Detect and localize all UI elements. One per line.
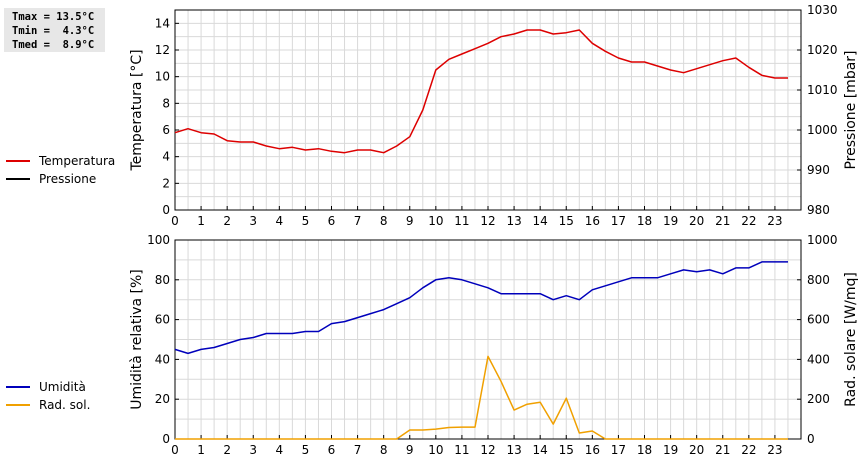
y2-tick-label: 980: [807, 203, 830, 217]
x-tick-label: 22: [741, 214, 756, 228]
x-tick-label: 2: [223, 443, 231, 457]
y2-tick-label: 200: [807, 392, 830, 406]
y-tick-label: 6: [162, 123, 170, 137]
x-tick-label: 23: [767, 443, 782, 457]
y-tick-label: 2: [162, 176, 170, 190]
x-tick-label: 14: [533, 214, 548, 228]
tmin-text: Tmin = 4.3°C: [12, 25, 95, 37]
humidity-radiation-chart: 0 1 2 3 4 5 6 7 8 9 10 11 12 13 14 15 16 17 18 19 20 21 22 2302…: [129, 233, 859, 457]
x-tick-label: 12: [480, 443, 495, 457]
x-tick-label: 14: [533, 443, 548, 457]
temperature-pressure-chart: 0 1 2 3 4 5 6 7 8 9 10 11 12 13 14 15 16 17 18 19 20 21 22 2302…: [129, 3, 859, 228]
x-tick-label: 0: [171, 443, 179, 457]
y2-tick-label: 1030: [807, 3, 838, 17]
x-tick-label: 12: [480, 214, 495, 228]
x-tick-label: 8: [380, 443, 388, 457]
x-tick-label: 16: [585, 214, 600, 228]
x-tick-label: 18: [637, 443, 652, 457]
x-tick-label: 7: [354, 214, 362, 228]
y2-axis-title: Rad. solare [W/mq]: [843, 272, 859, 407]
legend-label: Rad. sol.: [39, 398, 90, 412]
x-tick-label: 1: [197, 443, 205, 457]
x-tick-label: 10: [428, 214, 443, 228]
x-tick-label: 11: [454, 214, 469, 228]
y2-tick-label: 990: [807, 163, 830, 177]
x-tick-label: 5: [302, 443, 310, 457]
x-tick-label: 15: [559, 214, 574, 228]
y-axis-title: Temperatura [°C]: [129, 49, 145, 171]
x-tick-label: 7: [354, 443, 362, 457]
y-tick-label: 8: [162, 96, 170, 110]
y-tick-label: 0: [162, 432, 170, 446]
x-tick-label: 16: [585, 443, 600, 457]
y2-tick-label: 1000: [807, 123, 838, 137]
x-tick-label: 17: [611, 214, 626, 228]
legend-label: Temperatura: [38, 154, 115, 168]
x-tick-label: 10: [428, 443, 443, 457]
x-tick-label: 5: [302, 214, 310, 228]
legend-label: Umidità: [39, 380, 86, 394]
y-tick-label: 10: [155, 70, 170, 84]
x-tick-label: 11: [454, 443, 469, 457]
x-tick-label: 3: [249, 443, 257, 457]
x-tick-label: 18: [637, 214, 652, 228]
y2-tick-label: 0: [807, 432, 815, 446]
y2-tick-label: 1020: [807, 43, 838, 57]
y-tick-label: 80: [155, 273, 170, 287]
x-tick-label: 23: [767, 214, 782, 228]
y-tick-label: 14: [155, 16, 170, 30]
y2-axis-title: Pressione [mbar]: [843, 50, 859, 169]
x-tick-label: 13: [506, 214, 521, 228]
y-tick-label: 12: [155, 43, 170, 57]
y-tick-label: 40: [155, 352, 170, 366]
y-tick-label: 100: [147, 233, 170, 247]
y-tick-label: 20: [155, 392, 170, 406]
x-tick-label: 20: [689, 443, 704, 457]
x-tick-label: 3: [249, 214, 257, 228]
x-tick-label: 13: [506, 443, 521, 457]
x-tick-label: 21: [715, 214, 730, 228]
x-tick-label: 8: [380, 214, 388, 228]
x-tick-label: 4: [276, 214, 284, 228]
x-tick-label: 9: [406, 443, 414, 457]
legend-temperature-pressure: Temperatura Pressione: [6, 154, 115, 186]
y-tick-label: 0: [162, 203, 170, 217]
x-tick-label: 19: [663, 214, 678, 228]
x-tick-label: 4: [276, 443, 284, 457]
x-tick-label: 1: [197, 214, 205, 228]
legend-label: Pressione: [39, 172, 96, 186]
x-tick-label: 15: [559, 443, 574, 457]
x-tick-label: 6: [328, 443, 336, 457]
y2-tick-label: 400: [807, 352, 830, 366]
tmed-text: Tmed = 8.9°C: [12, 39, 95, 51]
x-tick-label: 22: [741, 443, 756, 457]
x-tick-label: 20: [689, 214, 704, 228]
stats-box: Tmax = 13.5°C Tmin = 4.3°C Tmed = 8.9°C: [4, 8, 105, 52]
series-line-right: [175, 355, 788, 440]
y2-tick-label: 1000: [807, 233, 838, 247]
y-tick-label: 4: [162, 150, 170, 164]
series-line-left: [174, 29, 788, 154]
x-tick-label: 0: [171, 214, 179, 228]
y-tick-label: 60: [155, 313, 170, 327]
series-line-left: [174, 261, 788, 355]
x-tick-label: 6: [328, 214, 336, 228]
tmax-text: Tmax = 13.5°C: [12, 11, 95, 23]
y2-tick-label: 800: [807, 273, 830, 287]
y-axis-title: Umidità relativa [%]: [129, 269, 145, 410]
x-tick-label: 2: [223, 214, 231, 228]
x-tick-label: 19: [663, 443, 678, 457]
x-tick-label: 17: [611, 443, 626, 457]
legend-humidity-radiation: Umidità Rad. sol.: [6, 380, 90, 412]
x-tick-label: 21: [715, 443, 730, 457]
y2-tick-label: 600: [807, 313, 830, 327]
x-tick-label: 9: [406, 214, 414, 228]
y2-tick-label: 1010: [807, 83, 838, 97]
